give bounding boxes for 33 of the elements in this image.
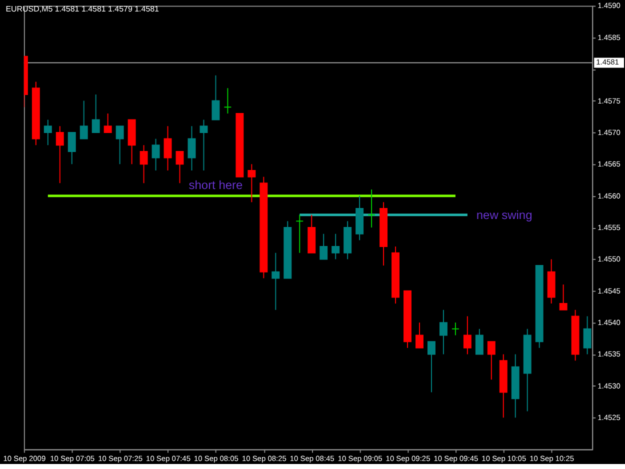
candlestick [176, 150, 184, 184]
candlestick [487, 341, 496, 380]
candlestick [439, 309, 448, 355]
candlestick [92, 94, 100, 133]
candlestick [583, 316, 592, 355]
candlestick [104, 112, 112, 133]
candlestick [272, 252, 280, 310]
candlestick [475, 328, 484, 355]
candlestick [427, 341, 436, 393]
candlestick [164, 126, 172, 171]
candlestick [248, 164, 256, 203]
candlestick [463, 316, 472, 355]
annotation: new swing [476, 208, 532, 222]
candlestick [140, 144, 148, 184]
candlestick [68, 132, 76, 165]
candlestick [368, 188, 376, 228]
candlestick [200, 119, 208, 171]
candlestick [559, 284, 568, 310]
candlestick [416, 322, 424, 348]
chart-title: EURUSD,M5 1.4581 1.4581 1.4579 1.4581 [6, 4, 160, 14]
candlestick [80, 100, 88, 140]
candlestick [296, 214, 304, 254]
candlestick [332, 233, 340, 260]
candlestick [188, 126, 196, 171]
candlestick [224, 88, 232, 114]
candlestick [116, 126, 124, 165]
candlestick [212, 74, 220, 120]
candlestick [320, 233, 328, 260]
annotation: short here [188, 178, 243, 192]
candlestick [152, 138, 160, 171]
candlestick [56, 126, 64, 184]
candlestick [44, 119, 52, 146]
candlestick [451, 322, 460, 336]
